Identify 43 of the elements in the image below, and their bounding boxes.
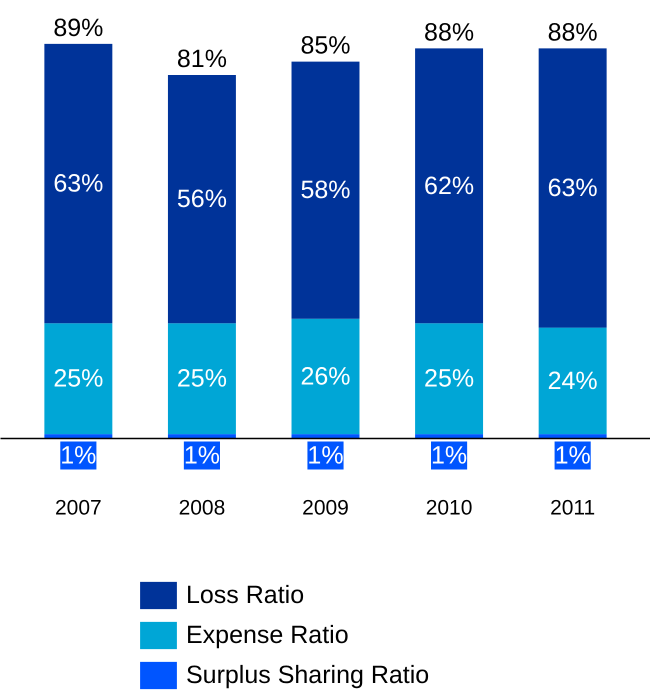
legend-label: Loss Ratio	[186, 580, 304, 610]
data-label: 25%	[53, 364, 104, 393]
data-label: 63%	[548, 174, 598, 202]
bar	[292, 434, 360, 438]
bar	[415, 48, 484, 324]
bar	[415, 434, 484, 438]
data-label: 25%	[176, 364, 227, 393]
data-label: 1%	[60, 442, 96, 470]
data-label: 24%	[548, 366, 598, 395]
data-label: 1%	[184, 442, 220, 470]
data-label: 62%	[424, 172, 474, 200]
bar	[292, 318, 360, 434]
data-label: 1%	[307, 442, 344, 470]
bar	[538, 48, 607, 328]
x-tick-label: 2008	[178, 496, 226, 520]
data-label: 26%	[300, 362, 351, 390]
total-label: 88%	[548, 18, 598, 46]
total-label: 85%	[300, 32, 351, 60]
bar	[538, 328, 607, 434]
bar	[44, 44, 112, 324]
legend-label: Surplus Sharing Ratio	[186, 660, 430, 690]
x-tick-label: 2011	[550, 496, 596, 520]
x-tick-label: 2007	[54, 496, 102, 520]
data-label: 56%	[176, 185, 227, 214]
data-label: 1%	[431, 442, 468, 470]
total-label: 89%	[53, 14, 104, 42]
x-tick-label: 2010	[426, 496, 472, 520]
bar	[44, 434, 112, 438]
data-label: 63%	[53, 170, 104, 198]
total-label: 88%	[424, 18, 474, 46]
legend-label: Expense Ratio	[186, 620, 349, 650]
bar	[44, 323, 112, 434]
bar	[168, 323, 236, 434]
bar	[168, 74, 236, 324]
bar	[538, 434, 607, 438]
total-label: 81%	[176, 44, 227, 73]
bar	[168, 434, 236, 438]
bar	[415, 323, 484, 434]
bar	[292, 62, 360, 319]
data-label: 25%	[424, 364, 474, 393]
x-tick-label: 2009	[302, 496, 349, 520]
data-label: 58%	[300, 176, 351, 204]
data-label: 1%	[554, 442, 591, 470]
